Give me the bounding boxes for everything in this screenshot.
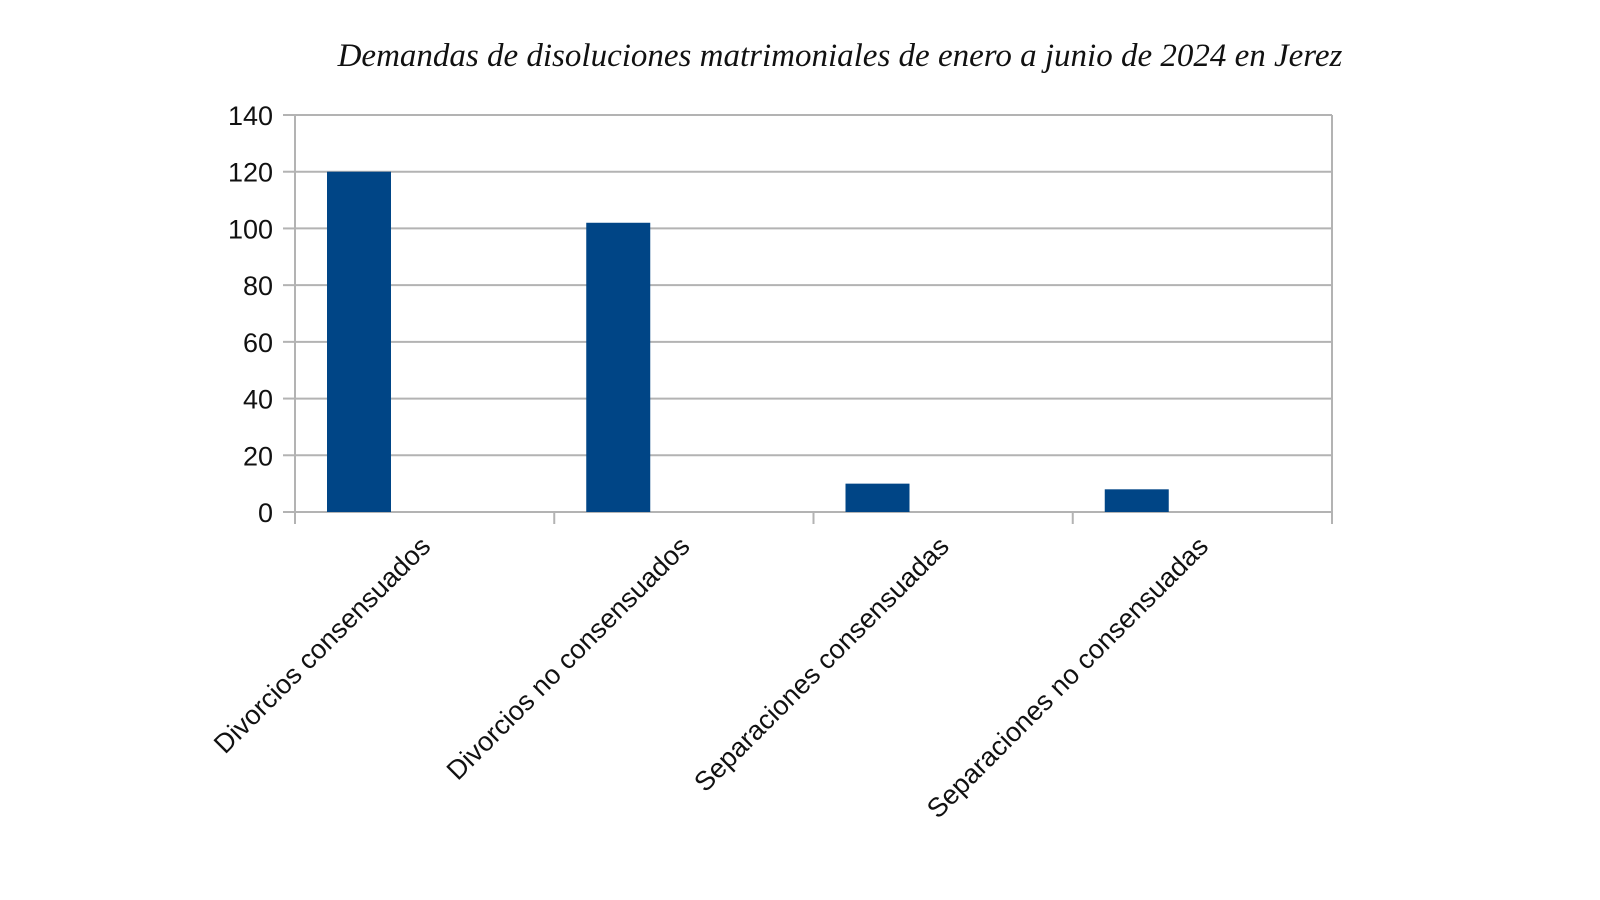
y-tick-label: 140 <box>228 101 273 131</box>
bar <box>845 483 910 512</box>
y-tick-label: 80 <box>243 271 273 301</box>
x-category-label: Separaciones no consensuadas <box>921 531 1214 824</box>
bar <box>327 171 391 512</box>
chart-title: Demandas de disoluciones matrimoniales d… <box>337 38 1343 74</box>
y-tick-label: 120 <box>228 158 273 188</box>
bar <box>1104 489 1169 512</box>
y-tick-label: 100 <box>228 214 273 244</box>
y-tick-label: 60 <box>243 328 273 358</box>
x-category-label: Separaciones consensuadas <box>688 531 954 797</box>
y-tick-label: 20 <box>243 441 273 471</box>
y-tick-label: 40 <box>243 385 273 415</box>
x-category-label: Divorcios consensuados <box>208 531 436 759</box>
x-category-label: Divorcios no consensuados <box>441 531 696 786</box>
bar <box>586 222 651 512</box>
y-tick-label: 0 <box>258 498 273 528</box>
